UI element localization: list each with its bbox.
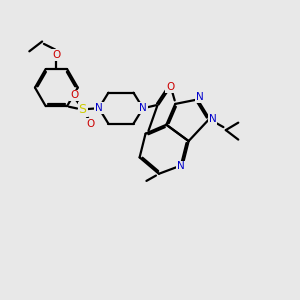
Text: O: O [52, 50, 61, 60]
Text: N: N [196, 92, 203, 102]
Text: O: O [70, 90, 78, 100]
Text: O: O [166, 82, 175, 92]
Text: N: N [177, 161, 185, 171]
Text: N: N [208, 114, 216, 124]
Text: S: S [79, 103, 86, 116]
Text: N: N [95, 103, 103, 113]
Text: N: N [139, 103, 147, 113]
Text: O: O [87, 119, 95, 129]
